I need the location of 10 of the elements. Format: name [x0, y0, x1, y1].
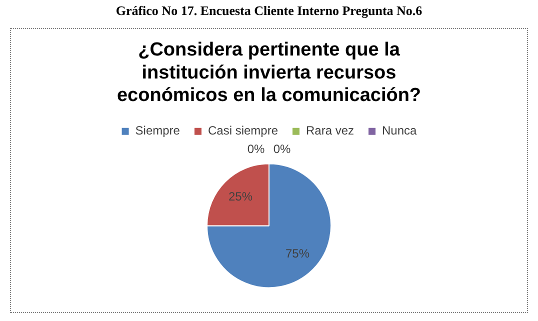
legend-label: Nunca	[382, 124, 418, 138]
text: 0%	[247, 142, 265, 156]
data-label: 75%	[285, 246, 310, 261]
text: Gráfico No 17. Encuesta Cliente Interno Pregunta No.6	[114, 2, 424, 20]
legend-label: Siempre	[135, 124, 180, 138]
legend-label: Casi siempre	[208, 124, 278, 138]
data-label: 25%	[228, 190, 253, 204]
legend-label: Rara vez	[306, 124, 354, 138]
text: 0%	[273, 142, 291, 156]
chart-title: ¿Considera pertinente que la institución invierta recursos económicos en la comunicación?	[116, 40, 422, 106]
